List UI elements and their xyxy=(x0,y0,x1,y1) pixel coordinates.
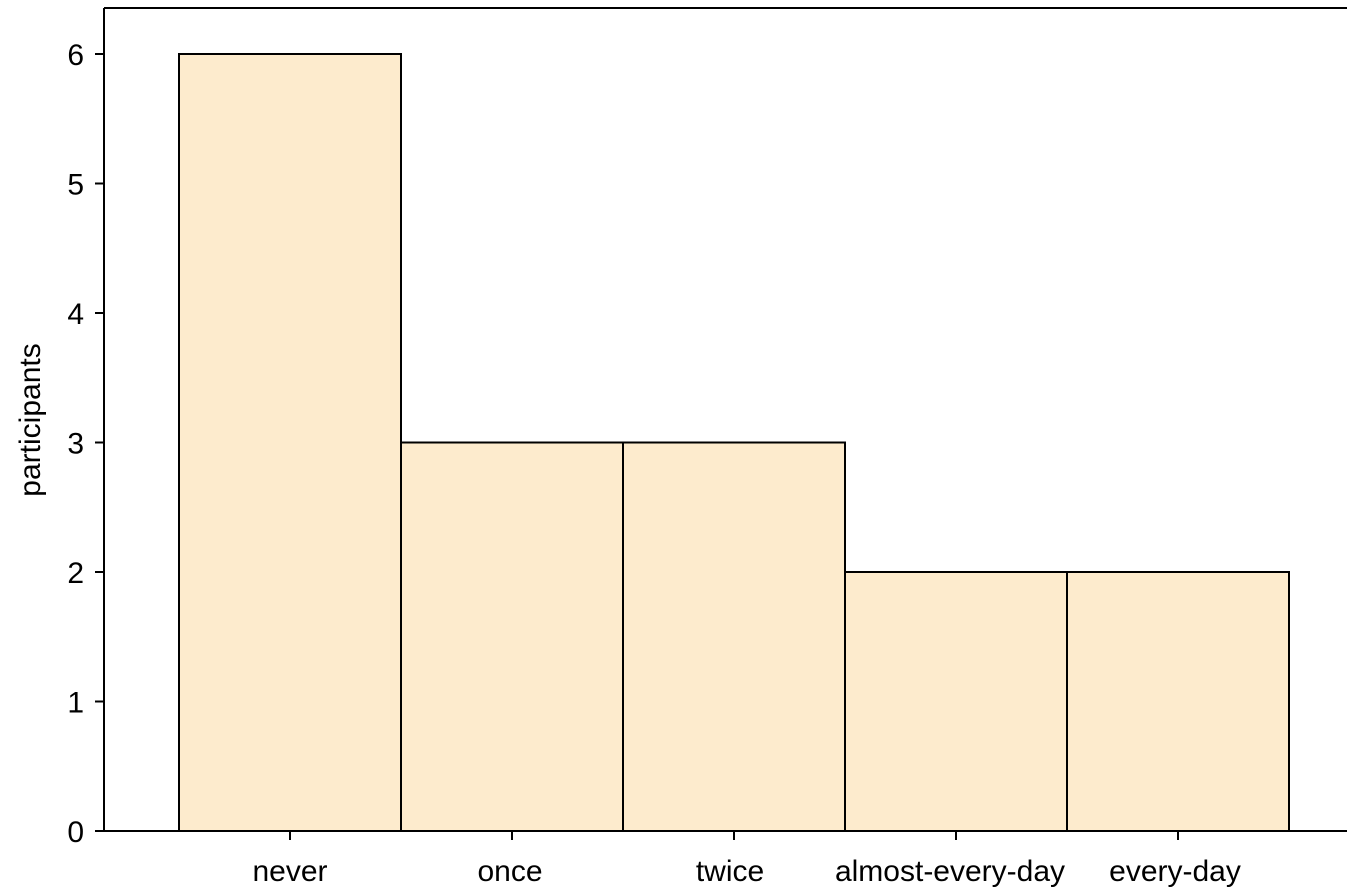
y-tick-label: 6 xyxy=(67,39,84,72)
x-ticks-layer: never once twice almost-every-day every-day xyxy=(252,831,1241,888)
y-tick-label: 0 xyxy=(67,816,84,849)
y-axis-title: participants xyxy=(14,343,47,496)
y-ticks-layer: 0 1 2 3 4 5 6 xyxy=(67,39,104,849)
x-tick-label-twice: twice xyxy=(696,855,764,888)
bar-almost-every-day xyxy=(844,571,1068,832)
bar-twice xyxy=(622,441,846,832)
x-tick-label-once: once xyxy=(477,855,542,888)
y-tick-label: 5 xyxy=(67,169,84,202)
x-tick-label-almost-every-day: almost-every-day xyxy=(835,855,1065,888)
bar-every-day xyxy=(1066,571,1290,832)
x-tick-label-never: never xyxy=(252,855,327,888)
y-tick-label: 2 xyxy=(67,557,84,590)
y-tick-label: 3 xyxy=(67,428,84,461)
bar-never xyxy=(178,53,402,832)
x-tick-label-every-day: every-day xyxy=(1109,855,1241,888)
bars-layer xyxy=(178,53,1290,832)
axes-layer xyxy=(103,7,1347,832)
y-tick-label: 1 xyxy=(67,687,84,720)
y-tick-label: 4 xyxy=(67,298,84,331)
bar-once xyxy=(400,441,624,832)
